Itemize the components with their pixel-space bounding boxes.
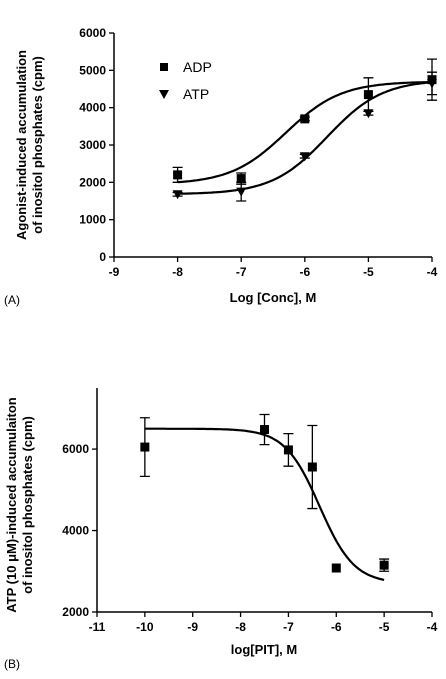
panel-a-y-axis-label-line2: of inositol phosphates (cpm) <box>30 56 45 234</box>
panel-a-legend: ADP ATP <box>159 59 212 102</box>
panelA-data-point-adp <box>363 90 373 100</box>
panel-b-chart: 2000 4000 6000 -11 -10 -9 -8 -7 -6 -5 -4 log[PIT]… <box>4 388 438 671</box>
panelA-y-tick-label: 5000 <box>79 63 106 77</box>
panelB-y-tick-label: 4000 <box>62 524 89 538</box>
panel-b-label: (B) <box>4 657 20 671</box>
panelB-x-tick-label: -8 <box>235 620 246 634</box>
panelB-data-point-series <box>331 563 341 573</box>
panelB-data-point-series <box>283 445 293 455</box>
panelB-data-point-series <box>140 442 150 452</box>
panelA-data-point-atp <box>427 79 437 89</box>
panel-a-chart: 0 1000 2000 3000 4000 5000 6000 -9 -8 -7 -6 -5 -4 L… <box>4 26 438 307</box>
panelB-x-tick-label: -11 <box>89 620 106 634</box>
panelB-y-tick-label: 2000 <box>62 605 89 619</box>
panelA-x-tick-label: -5 <box>363 265 374 279</box>
panelA-x-tick-label: -7 <box>236 265 247 279</box>
panelB-x-tick-label: -9 <box>187 620 198 634</box>
panel-b-x-axis-label: log[PIT], M <box>231 642 297 657</box>
panelA-y-tick-label: 1000 <box>79 213 106 227</box>
panelA-data-point-adp <box>173 170 183 180</box>
panelB-x-tick-label: -10 <box>136 620 154 634</box>
panel-a-y-axis-label-line1: Agonist-induced accumulation <box>14 50 29 240</box>
panelA-data-point-adp <box>236 174 246 184</box>
panelA-x-tick-label: -8 <box>172 265 183 279</box>
panelA-data-point-adp <box>300 114 310 124</box>
panelA-data-point-atp <box>363 109 374 119</box>
panelA-data-point-atp <box>172 190 183 200</box>
panelA-x-tick-label: -4 <box>427 265 438 279</box>
panelB-y-tick-label: 6000 <box>62 442 89 456</box>
panelA-y-tick-label: 2000 <box>79 175 106 189</box>
panel-a-x-axis-label: Log [Conc], M <box>230 290 317 305</box>
panelB-x-tick-label: -6 <box>331 620 342 634</box>
panelA-data-point-atp <box>236 187 247 197</box>
panelB-x-tick-label: -5 <box>379 620 390 634</box>
panelA-x-tick-label: -6 <box>299 265 310 279</box>
panelA-data-point-atp <box>299 152 310 162</box>
panel-b-y-axis-label-line1: ATP (10 μM)-induced accumulaiton <box>4 397 19 613</box>
panelB-data-point-series <box>379 560 389 570</box>
panelA-fit-curve-adp <box>177 80 433 184</box>
panelA-y-tick-label: 6000 <box>79 26 106 40</box>
panelB-data-point-series <box>307 462 317 472</box>
panelB-fit-curve-series <box>144 427 385 581</box>
legend-adp-label: ADP <box>183 59 212 75</box>
panelB-x-tick-label: -7 <box>283 620 294 634</box>
panelA-y-tick-label: 4000 <box>79 101 106 115</box>
legend-atp-marker <box>159 90 169 99</box>
panelA-x-tick-label: -9 <box>109 265 120 279</box>
legend-atp-label: ATP <box>183 86 209 102</box>
panelB-x-tick-label: -4 <box>427 620 438 634</box>
panel-b-y-axis-label-line2: of inositol phosphates (cpm) <box>20 416 35 594</box>
panel-a-label: (A) <box>4 293 20 307</box>
panelB-data-point-series <box>260 425 269 435</box>
panelA-y-tick-label: 3000 <box>79 138 106 152</box>
panelA-y-tick-label: 0 <box>99 250 106 264</box>
legend-adp-marker <box>160 63 168 71</box>
